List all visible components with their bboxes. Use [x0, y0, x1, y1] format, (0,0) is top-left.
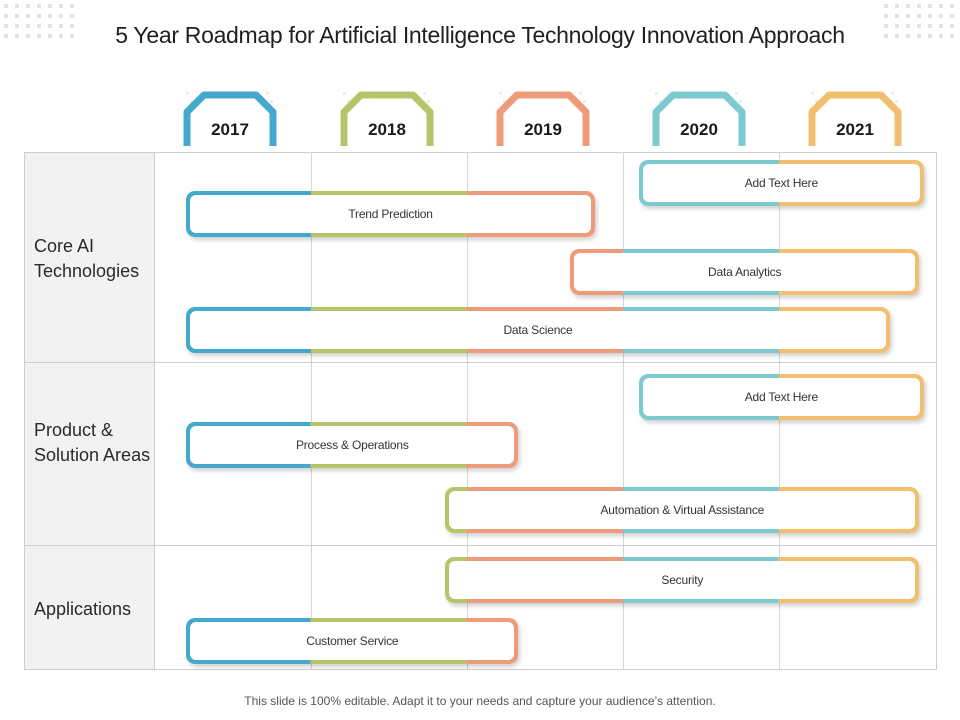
- row-divider-1: [24, 362, 937, 363]
- year-tab-shape: [496, 91, 590, 146]
- roadmap-bar-data-science: Data Science: [186, 307, 890, 353]
- bar-label: Process & Operations: [190, 426, 515, 464]
- bar-label: Automation & Virtual Assistance: [449, 491, 916, 529]
- year-tab-shape: [340, 91, 434, 146]
- year-tab-2017: 2017: [182, 90, 278, 152]
- row-divider-2: [24, 545, 937, 546]
- year-label: 2018: [368, 120, 406, 139]
- row-label-column: [24, 152, 155, 670]
- bar-label: Add Text Here: [642, 164, 921, 202]
- roadmap-bar-customer-service: Customer Service: [186, 618, 519, 664]
- roadmap-bar-trend-prediction: Trend Prediction: [186, 191, 595, 237]
- year-tab-2021: 2021: [807, 90, 903, 152]
- year-label: 2019: [524, 120, 562, 139]
- year-tab-shape: [183, 91, 277, 146]
- year-tab-2018: 2018: [339, 90, 435, 152]
- row-label-product-solution: Product & Solution Areas: [34, 420, 151, 465]
- bar-label: Customer Service: [190, 622, 515, 660]
- year-label: 2020: [680, 120, 718, 139]
- roadmap-grid: [24, 152, 937, 670]
- decorative-dots-left: [4, 4, 74, 38]
- year-label: 2021: [836, 120, 874, 139]
- bar-label: Data Science: [190, 311, 886, 349]
- roadmap-bar-add-text-2: Add Text Here: [638, 374, 925, 420]
- roadmap-bar-process-operations: Process & Operations: [186, 422, 519, 468]
- roadmap-bar-data-analytics: Data Analytics: [569, 249, 920, 295]
- year-tab-shape: [652, 91, 746, 146]
- page-title: 5 Year Roadmap for Artificial Intelligen…: [115, 22, 845, 48]
- bar-label: Data Analytics: [573, 253, 916, 291]
- year-tab-shape: [808, 91, 902, 146]
- decorative-dots-right: [884, 4, 954, 38]
- year-tab-2019: 2019: [495, 90, 591, 152]
- roadmap-bar-add-text-1: Add Text Here: [638, 160, 925, 206]
- year-tab-2020: 2020: [651, 90, 747, 152]
- grid-divider-2019: [467, 152, 468, 670]
- bar-label: Trend Prediction: [190, 195, 591, 233]
- roadmap-bar-automation-virtual-assistance: Automation & Virtual Assistance: [445, 487, 920, 533]
- row-label-applications: Applications: [34, 599, 132, 619]
- footer-note: This slide is 100% editable. Adapt it to…: [244, 694, 716, 708]
- row-label-core-ai: Core AI Technologies: [34, 236, 140, 281]
- year-label: 2017: [211, 120, 249, 139]
- grid-divider-2018: [311, 152, 312, 670]
- roadmap-bar-security: Security: [445, 557, 920, 603]
- bar-label: Security: [449, 561, 916, 599]
- grid-divider-2020: [623, 152, 624, 670]
- bar-label: Add Text Here: [642, 378, 921, 416]
